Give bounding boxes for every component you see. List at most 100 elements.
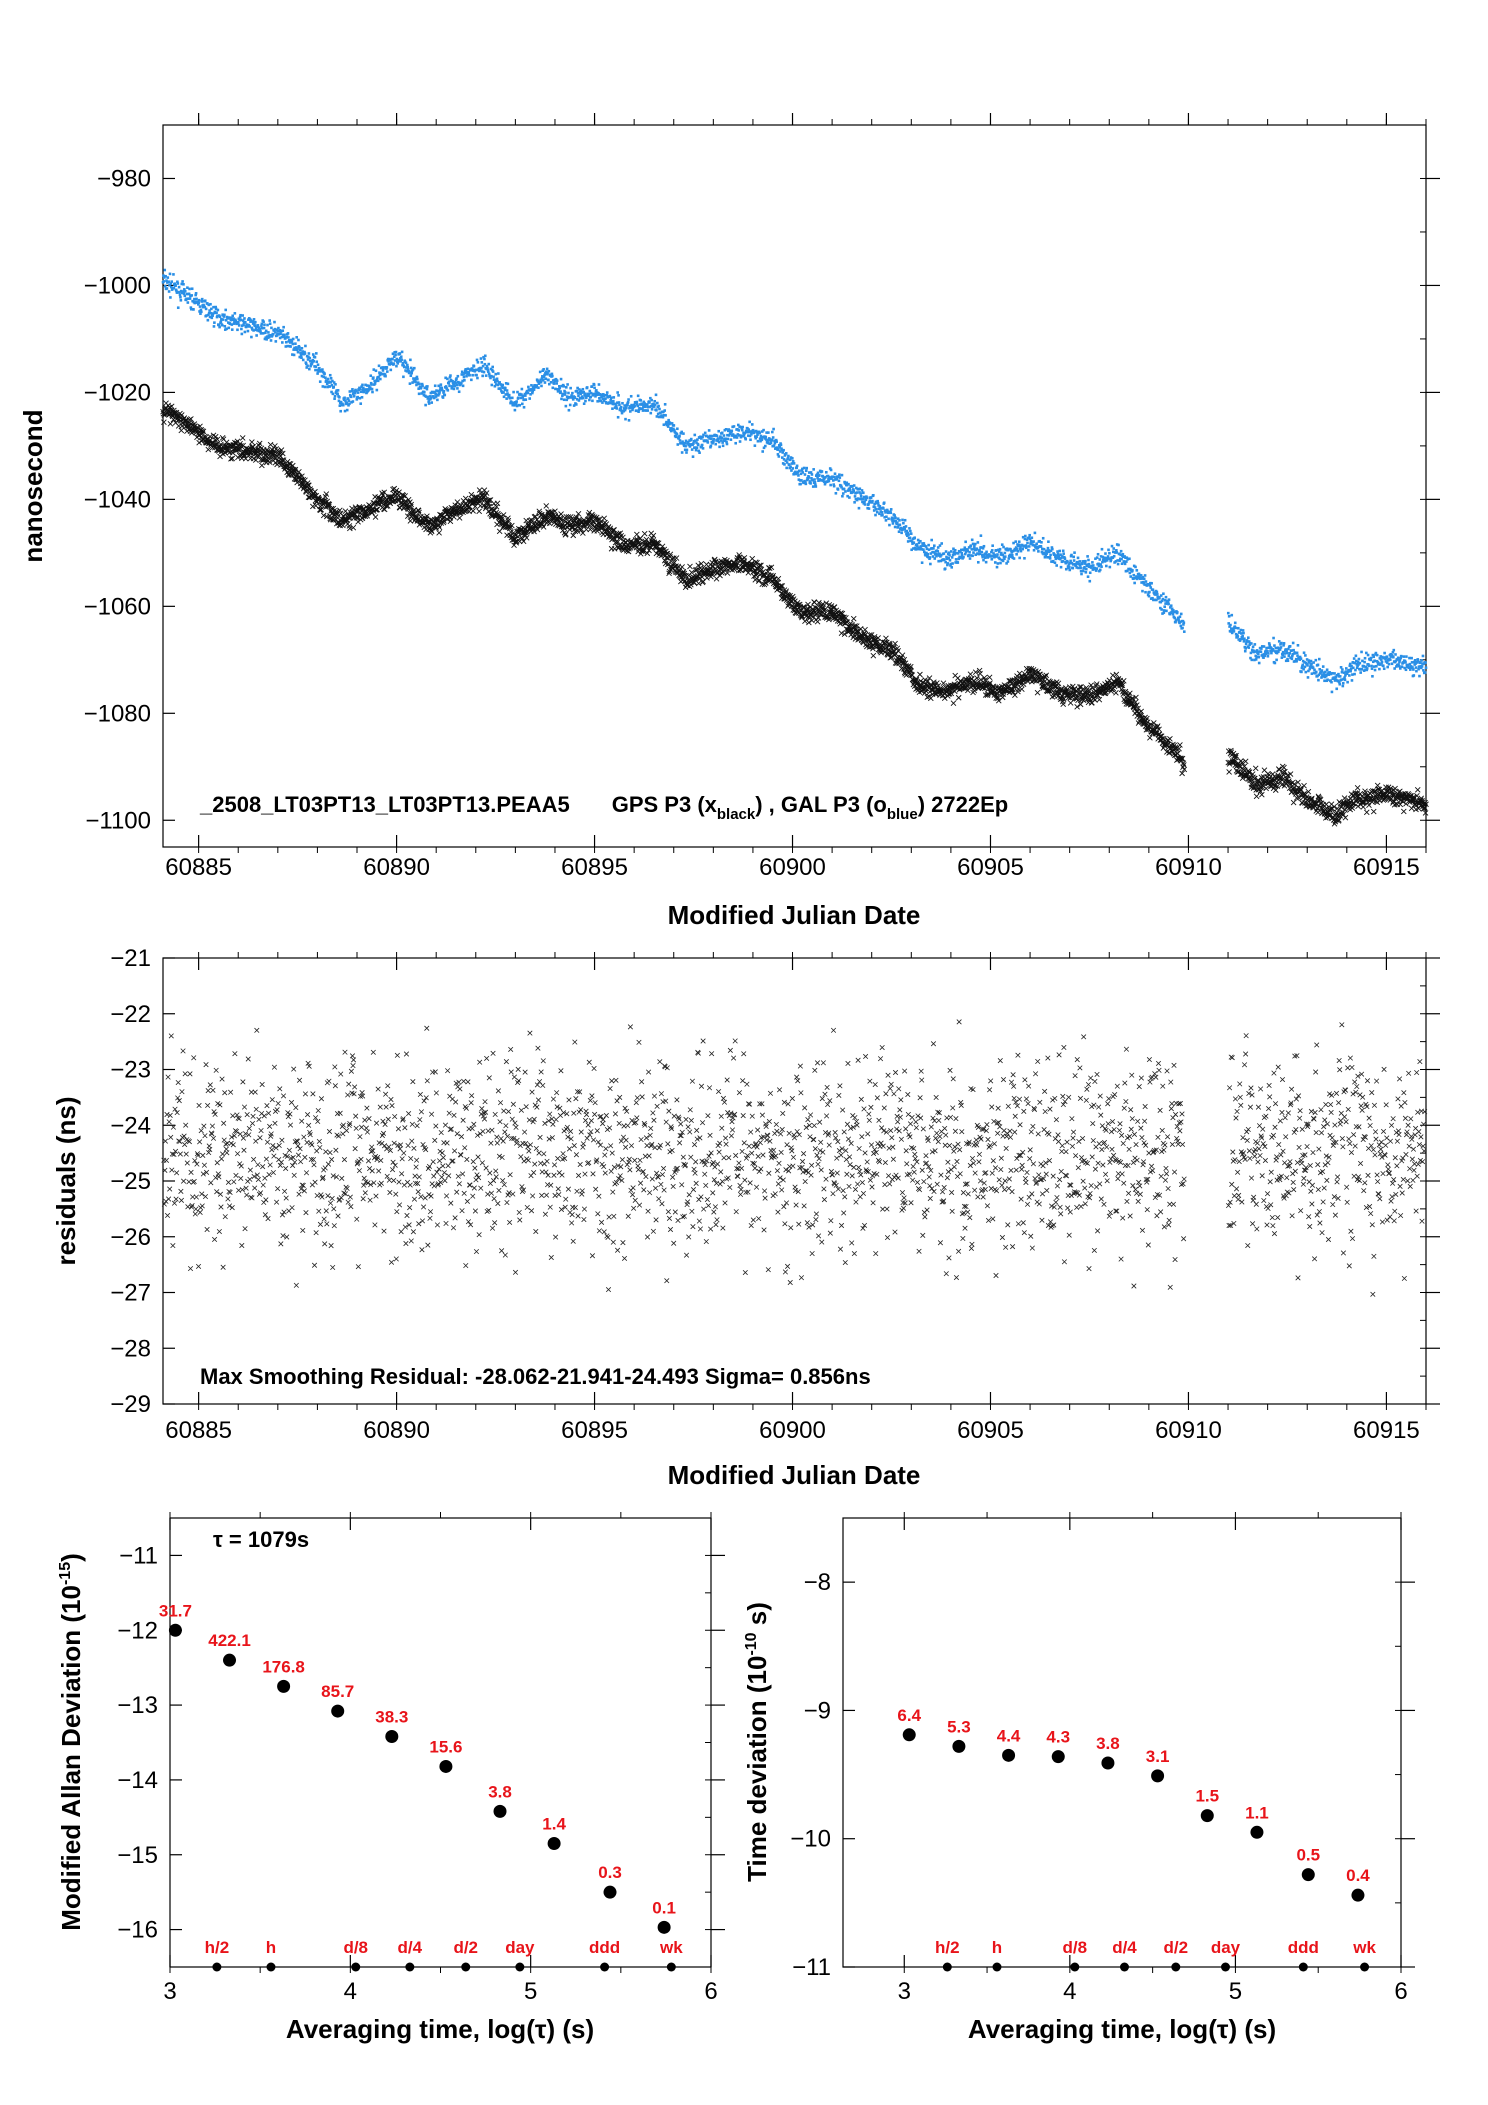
point-gal [427,402,431,405]
point-gal [1229,623,1232,627]
point-gal [301,350,305,353]
point-gal [560,384,564,388]
point-gal [760,430,764,433]
point-gal [902,521,905,525]
point-gal [1095,569,1098,572]
point-gal [625,406,628,409]
point-gal [1296,654,1299,657]
point-gal [1298,658,1301,661]
point-gal [1251,645,1255,649]
point-gal [599,393,602,397]
point-gal [442,390,446,393]
point-gal [955,551,958,555]
point-gal [1273,661,1277,665]
point-gal [295,336,299,339]
point-gal [808,471,811,474]
point-gal [360,385,363,388]
point-gal [799,472,803,476]
point-gal [569,386,572,390]
point-gal [1335,687,1339,691]
point-gal [263,323,266,327]
point-gal [760,438,764,442]
point-gal [175,289,178,293]
point-gal [953,552,957,556]
point-gal [1037,550,1040,553]
point-gal [711,441,714,445]
point-gal [1098,558,1102,561]
point-gal [630,403,633,407]
point-gal [730,429,734,433]
point-gal [256,324,260,327]
point-gal [246,329,250,333]
point-gal [1064,567,1068,571]
point-gal [1153,598,1157,602]
point-gal [1253,650,1257,653]
point-gal [1372,665,1376,668]
point-gal [575,389,579,393]
point-gal [194,292,198,295]
point-gal [810,473,814,476]
point-gal [554,387,557,391]
point-gal [698,451,701,454]
point-gal [1068,561,1072,565]
point-gal [277,332,281,336]
point-gal [695,446,699,450]
point-gal [406,365,410,369]
point-gal [1144,580,1148,583]
point-gal [1070,561,1074,565]
point-gal [1349,667,1353,671]
point-gal [359,390,363,394]
point-gal [593,392,597,396]
point-gps [200,428,207,435]
point-gal [826,480,829,483]
point-gal [1051,547,1054,551]
point-gal [447,380,451,384]
point-gal [444,385,448,388]
point-gal [725,442,729,446]
point-gal [966,549,970,553]
point-gal [832,484,836,488]
point-gal [248,325,251,328]
point-gal [336,392,339,396]
point-gal [294,348,298,351]
point-gal [616,391,619,394]
point-gal [1181,619,1185,623]
point-gal [916,544,919,548]
point-gal [1342,671,1346,674]
point-gal [1280,656,1284,659]
point-gal [612,396,616,399]
point-gal [266,323,269,327]
point-gal [907,533,910,536]
point-gal [428,395,432,398]
point-gal [1029,539,1033,543]
point-gal [564,404,568,408]
point-gal [999,561,1002,565]
point-gal [220,323,224,327]
point-gal [717,429,721,433]
point-gal [1023,556,1026,560]
point-gal [1232,630,1236,633]
point-gal [952,547,955,551]
point-gal [1018,547,1022,551]
point-gal [717,440,721,444]
point-gal [541,379,545,382]
point-gal [1303,661,1306,664]
point-gal [1131,569,1134,572]
point-gal [1365,651,1368,655]
point-gal [1046,555,1049,559]
point-gal [975,547,979,551]
point-gal [906,540,910,543]
point-gal [1337,672,1340,676]
point-gps [1034,689,1041,696]
point-gps [346,515,352,521]
point-gal [402,365,406,369]
point-gps [505,517,512,524]
point-gal [1412,668,1415,671]
point-gal [820,479,823,482]
point-gal [332,385,336,389]
point-gal [253,324,257,328]
point-gal [1367,664,1371,668]
point-gal [562,398,566,402]
point-gal [404,361,408,365]
point-gal [590,385,594,388]
